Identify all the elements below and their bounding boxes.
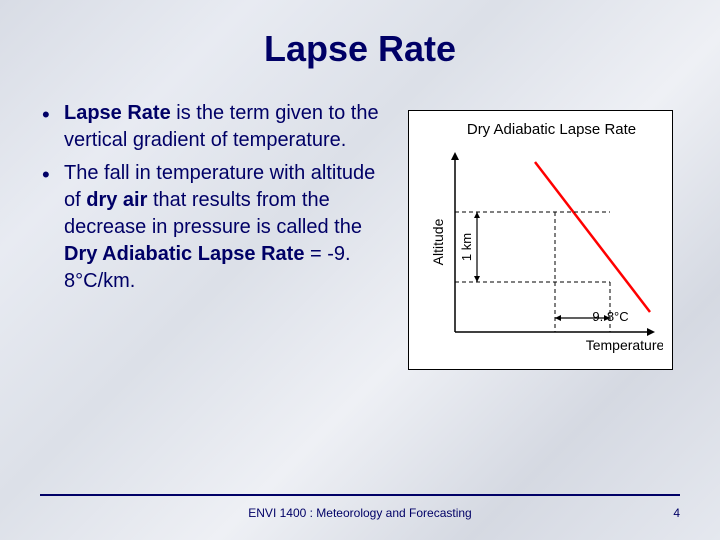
lapse-rate-chart: 1 km 9. 8°C Altitude Temperature (423, 144, 663, 354)
svg-text:1 km: 1 km (459, 233, 474, 261)
chart-box: Dry Adiabatic Lapse Rate 1 km 9. 8°C Altit… (408, 110, 673, 370)
svg-text:9. 8°C: 9. 8°C (592, 309, 628, 324)
svg-text:Temperature: Temperature (586, 337, 663, 353)
bullet-bold: Dry Adiabatic Lapse Rate (64, 243, 304, 265)
slide-footer: ENVI 1400 : Meteorology and Forecasting … (40, 494, 680, 520)
svg-text:Altitude: Altitude (430, 218, 446, 265)
content-area: Lapse Rate is the term given to the vert… (40, 100, 680, 474)
bullet-item: The fall in temperature with altitude of… (64, 160, 381, 295)
bullet-bold: Lapse Rate (64, 102, 171, 124)
bullet-bold: dry air (86, 189, 147, 211)
footer-course: ENVI 1400 : Meteorology and Forecasting (248, 506, 471, 520)
bullet-list: Lapse Rate is the term given to the vert… (40, 100, 381, 474)
chart-title: Dry Adiabatic Lapse Rate (423, 121, 658, 138)
bullet-item: Lapse Rate is the term given to the vert… (64, 100, 381, 154)
footer-page-number: 4 (673, 506, 680, 520)
chart-container: Dry Adiabatic Lapse Rate 1 km 9. 8°C Altit… (401, 100, 680, 474)
slide-title: Lapse Rate (40, 28, 680, 70)
